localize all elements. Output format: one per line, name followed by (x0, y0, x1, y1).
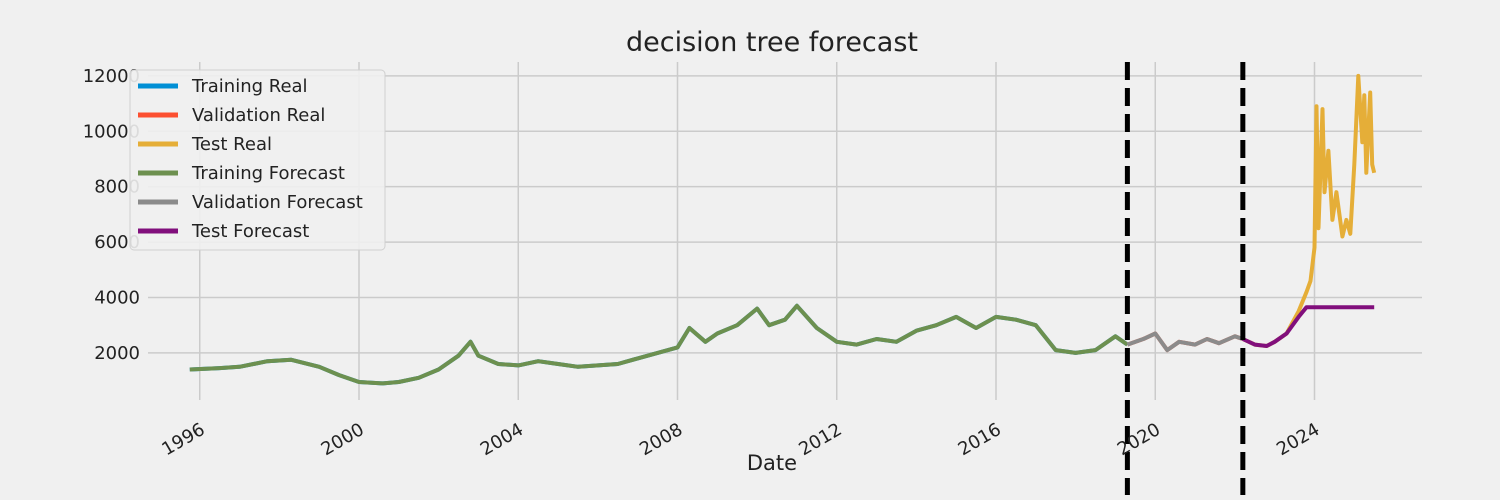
y-tick-label: 12000 (83, 66, 140, 87)
series-line-test-forecast (1241, 305, 1375, 348)
legend: Training Real Validation Real Test Real Tra… (129, 69, 386, 251)
y-tick-label: 2000 (94, 343, 140, 364)
legend-label: Training Real (191, 76, 308, 97)
series-line-training-forecast (189, 303, 1129, 386)
chart-title: decision tree forecast (626, 27, 918, 58)
y-tick-label: 6000 (94, 232, 140, 253)
series-line-validation-forecast (1126, 331, 1244, 353)
split-markers (1124, 62, 1246, 495)
y-axis-ticks: 2000 4000 6000 8000 10000 12000 (83, 66, 140, 364)
legend-label: Test Real (191, 134, 272, 155)
legend-label: Test Forecast (191, 221, 309, 242)
y-tick-label: 8000 (94, 177, 140, 198)
y-tick-label: 10000 (83, 121, 140, 142)
y-tick-label: 4000 (94, 287, 140, 308)
legend-label: Training Forecast (191, 163, 345, 184)
plot-area (189, 73, 1377, 386)
legend-box (129, 69, 386, 251)
legend-label: Validation Real (192, 105, 325, 126)
legend-label: Validation Forecast (192, 192, 363, 213)
x-axis-label: Date (747, 451, 797, 475)
